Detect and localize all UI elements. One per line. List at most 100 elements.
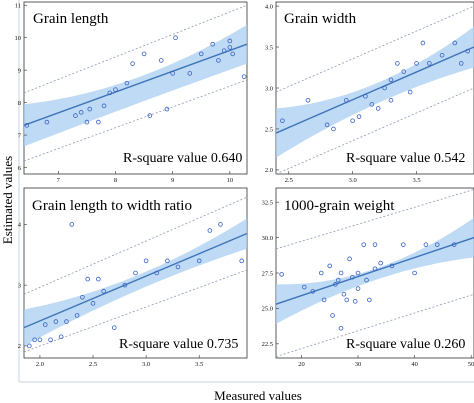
data-point-23 xyxy=(196,258,202,264)
y-tick-label-2: 7 xyxy=(18,132,22,139)
data-point-21 xyxy=(165,258,170,264)
x-tick-label-4: 3.5 xyxy=(195,361,203,368)
data-point-28 xyxy=(451,242,457,247)
data-point-23 xyxy=(221,48,227,53)
data-point-11 xyxy=(124,80,130,86)
data-point-11 xyxy=(341,291,347,297)
data-point-18 xyxy=(173,35,178,40)
data-point-7 xyxy=(356,114,362,119)
panel-title: Grain width xyxy=(284,11,357,27)
regression-line xyxy=(275,46,474,134)
data-point-1 xyxy=(279,272,284,277)
data-point-14 xyxy=(350,274,355,280)
data-point-22 xyxy=(216,58,221,63)
x-tick-label-3: 40 xyxy=(411,361,418,368)
data-point-1 xyxy=(24,123,30,128)
data-point-20 xyxy=(154,270,160,276)
data-point-12 xyxy=(344,297,350,303)
regression-line xyxy=(23,232,248,329)
x-tick-label-4: 50 xyxy=(468,361,474,368)
data-point-15 xyxy=(158,58,164,63)
data-point-2 xyxy=(301,284,307,290)
chart-panels: 7 8 9 10 6 7 8 9 10 11 Grain length R-square value … xyxy=(15,1,474,368)
x-tick-label-1: 7 xyxy=(57,177,61,184)
data-point-29 xyxy=(338,325,344,331)
x-tick-label-2: 8 xyxy=(114,177,117,184)
y-tick-label-2: 3 xyxy=(18,282,21,289)
data-point-24 xyxy=(400,242,406,247)
data-point-3 xyxy=(324,122,330,128)
x-tick-label-2: 30 xyxy=(355,361,362,368)
data-point-9 xyxy=(69,222,75,227)
y-tick-label-5: 32.5 xyxy=(262,199,273,206)
data-point-12 xyxy=(130,61,135,66)
data-point-1 xyxy=(27,343,32,349)
data-point-25 xyxy=(227,38,233,44)
x-tick-label-1: 2.5 xyxy=(285,177,293,184)
data-point-9 xyxy=(335,277,341,283)
y-tick-label-1: 6 xyxy=(18,165,22,172)
panel-title: Grain length xyxy=(33,11,109,27)
y-tick-label-2: 25.0 xyxy=(262,306,273,313)
confidence-band xyxy=(24,24,247,147)
data-point-25 xyxy=(218,222,223,227)
data-point-19 xyxy=(426,61,432,66)
r-square-annotation: R-square value 0.640 xyxy=(123,151,242,166)
data-point-9 xyxy=(107,90,113,96)
data-point-18 xyxy=(133,270,138,276)
prediction-band-upper xyxy=(23,196,248,295)
data-point-10 xyxy=(375,106,381,111)
data-point-25 xyxy=(412,270,417,276)
data-point-15 xyxy=(401,69,407,74)
data-point-7 xyxy=(58,334,64,340)
x-tick-label-4: 10 xyxy=(227,177,234,184)
data-point-2 xyxy=(32,337,37,343)
data-point-27 xyxy=(434,242,440,247)
data-point-3 xyxy=(37,337,43,343)
data-point-20 xyxy=(367,297,372,303)
data-point-18 xyxy=(420,40,426,46)
x-tick-label-2: 2.5 xyxy=(89,361,97,368)
data-point-6 xyxy=(350,118,355,124)
data-point-18 xyxy=(361,242,366,247)
prediction-band-lower xyxy=(23,79,248,162)
data-point-9 xyxy=(369,102,375,107)
data-point-27 xyxy=(241,74,247,79)
data-point-5 xyxy=(321,297,327,303)
data-point-22 xyxy=(175,264,181,270)
data-point-2 xyxy=(305,97,311,103)
data-point-12 xyxy=(388,77,394,83)
data-point-4 xyxy=(331,126,336,132)
y-tick-label-3: 3.0 xyxy=(265,85,273,92)
data-point-17 xyxy=(170,71,175,76)
r-square-annotation: R-square value 0.260 xyxy=(346,337,465,352)
panel-border xyxy=(23,187,248,359)
data-point-4 xyxy=(78,110,84,115)
panel-title: 1000-grain weight xyxy=(284,198,395,214)
data-point-17 xyxy=(355,286,361,291)
x-tick-label-3: 3.0 xyxy=(142,361,150,368)
data-point-26 xyxy=(230,51,236,57)
data-point-1 xyxy=(280,118,285,124)
prediction-band-upper xyxy=(275,189,474,250)
y-tick-label-5: 4.0 xyxy=(265,3,273,10)
y-tick-label-3: 4 xyxy=(18,222,22,229)
x-tick-label-3: 9 xyxy=(171,177,174,184)
data-point-11 xyxy=(80,294,85,300)
data-point-19 xyxy=(364,277,369,283)
data-point-15 xyxy=(352,299,358,304)
data-point-13 xyxy=(141,51,147,57)
x-tick-label-3: 3.5 xyxy=(412,177,420,184)
y-tick-label-4: 30.0 xyxy=(262,235,273,242)
y-tick-label-1: 2.0 xyxy=(265,167,273,174)
prediction-band-lower xyxy=(23,269,248,353)
data-point-23 xyxy=(389,263,395,269)
data-point-2 xyxy=(44,119,50,125)
data-point-7 xyxy=(330,313,335,318)
data-point-16 xyxy=(407,89,413,95)
data-point-8 xyxy=(101,103,107,109)
data-point-12 xyxy=(85,276,91,282)
data-point-30 xyxy=(372,242,378,247)
data-point-14 xyxy=(395,61,400,66)
